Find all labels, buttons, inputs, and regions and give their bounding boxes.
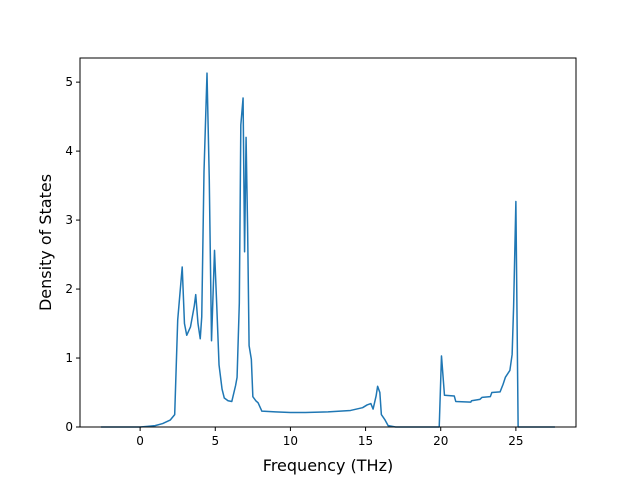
y-axis-label: Density of States — [36, 174, 55, 311]
x-tick-label: 15 — [358, 434, 373, 448]
x-tick-label: 20 — [433, 434, 448, 448]
x-tick-label: 0 — [136, 434, 144, 448]
y-tick-label: 0 — [65, 420, 73, 434]
axes-frame — [79, 57, 577, 428]
y-tick-label: 2 — [65, 282, 73, 296]
x-axis-label: Frequency (THz) — [263, 456, 393, 475]
x-tick-label: 5 — [211, 434, 219, 448]
x-tick-label: 25 — [508, 434, 523, 448]
axis-ticks: 0 5 10 15 20 25 0 1 2 3 4 5 — [65, 75, 523, 448]
plot-area — [101, 72, 555, 428]
dos-series-line — [101, 72, 555, 428]
y-tick-label: 5 — [65, 75, 73, 89]
y-tick-label: 3 — [65, 213, 73, 227]
x-tick-label: 10 — [283, 434, 298, 448]
y-tick-label: 1 — [65, 351, 73, 365]
y-tick-label: 4 — [65, 144, 73, 158]
